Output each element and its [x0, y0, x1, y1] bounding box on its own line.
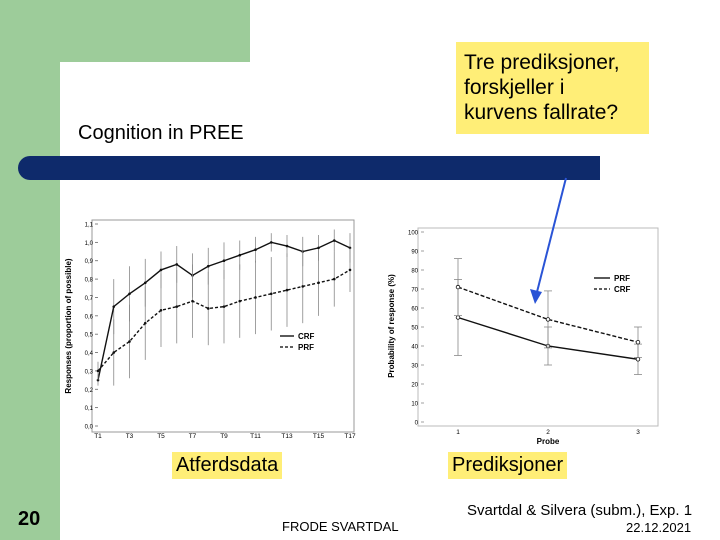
data-point: [285, 244, 289, 248]
data-point: [112, 351, 116, 354]
data-point: [238, 299, 242, 303]
slide-date: 22.12.2021: [626, 520, 692, 535]
data-point: [96, 369, 100, 373]
y-tick-label: 80: [411, 269, 418, 275]
x-tick-label: T1: [94, 433, 102, 440]
y-tick-label: 60: [411, 307, 418, 313]
y-tick-label: 50: [411, 326, 418, 332]
data-point: [332, 277, 336, 281]
y-tick-label: 30: [411, 364, 418, 370]
y-tick-label: 0,4: [85, 351, 94, 357]
y-tick-label: 100: [408, 231, 419, 237]
data-point: [269, 241, 273, 244]
arrow-shaft: [536, 177, 567, 293]
slide-title: Cognition in PREE: [78, 122, 244, 144]
x-tick-label: 2: [546, 429, 550, 436]
data-point: [128, 340, 131, 343]
y-axis-label: Responses (proportion of possible): [64, 258, 73, 393]
data-point: [317, 281, 320, 285]
top-accent-band: [0, 0, 250, 62]
y-tick-label: 0,5: [85, 333, 94, 339]
data-point: [317, 246, 320, 250]
data-point: [301, 285, 305, 288]
y-tick-label: 1,0: [85, 241, 94, 247]
prediction-chart: Probability of response (%) Probe 0 10 20 3…: [387, 227, 659, 446]
left-accent-band: [0, 0, 60, 540]
x-tick-label: T17: [344, 433, 356, 440]
series-line-crf: [457, 286, 639, 343]
data-point: [143, 321, 147, 325]
corner-curve: [60, 62, 120, 122]
callout-box: Tre prediksjoner, forskjeller i kurvens …: [456, 42, 649, 134]
data-point: [206, 264, 210, 268]
y-tick-label: 20: [411, 383, 418, 389]
citation: Svartdal & Silvera (subm.), Exp. 1: [467, 502, 693, 519]
y-tick-label: 0,3: [85, 369, 94, 375]
data-point: [159, 309, 163, 312]
x-tick-label: 1: [456, 429, 460, 436]
data-point: [332, 239, 336, 242]
footer-author: FRODE SVARTDAL: [282, 519, 399, 534]
x-tick-label: T11: [250, 433, 261, 440]
slide-number: 20: [18, 508, 41, 530]
data-point: [269, 292, 273, 296]
data-point: [112, 305, 116, 308]
legend-prf-label: PRF: [298, 343, 314, 352]
y-tick-label: 70: [411, 288, 418, 294]
x-tick-label: T7: [189, 433, 197, 440]
arrow-head-icon: [530, 289, 542, 304]
behavior-data-chart: Responses (proportion of possible) 0,0 0,…: [64, 219, 356, 440]
legend-crf-label: CRF: [298, 332, 315, 341]
y-tick-label: 40: [411, 345, 418, 351]
behavior-data-label: Atferdsdata: [172, 452, 283, 479]
chart-frame: [91, 219, 355, 433]
y-tick-label: 0,2: [85, 388, 94, 394]
data-point: [175, 263, 179, 266]
x-axis-label: Probe: [537, 437, 560, 446]
legend: PRF CRF: [594, 274, 631, 294]
data-point: [254, 248, 257, 252]
y-axis-label: Probability of response (%): [387, 274, 396, 378]
data-point: [545, 317, 551, 322]
x-tick-label: T13: [281, 433, 293, 440]
data-point: [143, 281, 147, 285]
x-tick-label: T9: [220, 433, 228, 440]
data-point: [222, 305, 226, 308]
legend: CRF PRF: [280, 332, 315, 352]
y-tick-label: 0,6: [85, 314, 94, 320]
y-tick-label: 0,7: [85, 296, 94, 302]
data-point: [175, 305, 179, 308]
y-tick-label: 0: [415, 421, 419, 427]
data-point: [635, 357, 641, 362]
data-point: [191, 299, 194, 303]
x-tick-label: T3: [126, 433, 134, 440]
data-point: [285, 288, 289, 292]
y-tick-label: 0,9: [85, 259, 94, 265]
y-tick-label: 90: [411, 250, 418, 256]
data-point: [206, 307, 210, 310]
data-point: [222, 259, 226, 263]
predictions-label: Prediksjoner: [448, 452, 568, 479]
y-tick-label: 10: [411, 402, 418, 408]
x-tick-label: T5: [157, 433, 165, 440]
data-point: [159, 268, 163, 272]
data-point: [348, 268, 352, 272]
y-tick-label: 0,1: [85, 406, 94, 412]
data-point: [455, 284, 461, 290]
data-point: [238, 253, 242, 257]
callout-arrow: [530, 177, 567, 304]
title-divider-bar: [18, 156, 600, 180]
data-point: [635, 339, 641, 345]
series-line-prf: [97, 269, 351, 372]
data-point: [128, 292, 131, 296]
x-tick-label: 3: [636, 429, 640, 436]
y-tick-label: 0,0: [85, 425, 94, 431]
y-tick-label: 1,1: [85, 223, 94, 229]
data-point: [254, 296, 257, 299]
y-tick-label: 0,8: [85, 278, 94, 284]
data-point: [455, 315, 461, 320]
legend-crf-label: CRF: [614, 285, 631, 294]
x-tick-label: T15: [313, 433, 325, 440]
legend-prf-label: PRF: [614, 274, 630, 283]
